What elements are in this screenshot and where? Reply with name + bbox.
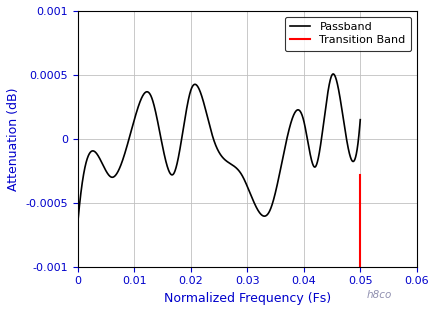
Transition Band xyxy=(358,265,363,269)
Line: Passband: Passband xyxy=(78,74,360,222)
Passband xyxy=(196,86,201,90)
Transition Band xyxy=(358,173,363,177)
X-axis label: Normalized Frequency (Fs): Normalized Frequency (Fs) xyxy=(164,292,331,305)
Passband xyxy=(209,133,215,136)
Legend: Passband, Transition Band: Passband, Transition Band xyxy=(285,17,411,51)
Passband xyxy=(358,118,363,122)
Passband xyxy=(280,155,286,159)
Text: h8co: h8co xyxy=(367,290,392,300)
Passband xyxy=(75,220,81,224)
Passband xyxy=(194,83,199,87)
Passband xyxy=(335,83,340,87)
Y-axis label: Attenuation (dB): Attenuation (dB) xyxy=(7,87,20,191)
Passband xyxy=(349,158,354,162)
Passband xyxy=(330,72,336,76)
